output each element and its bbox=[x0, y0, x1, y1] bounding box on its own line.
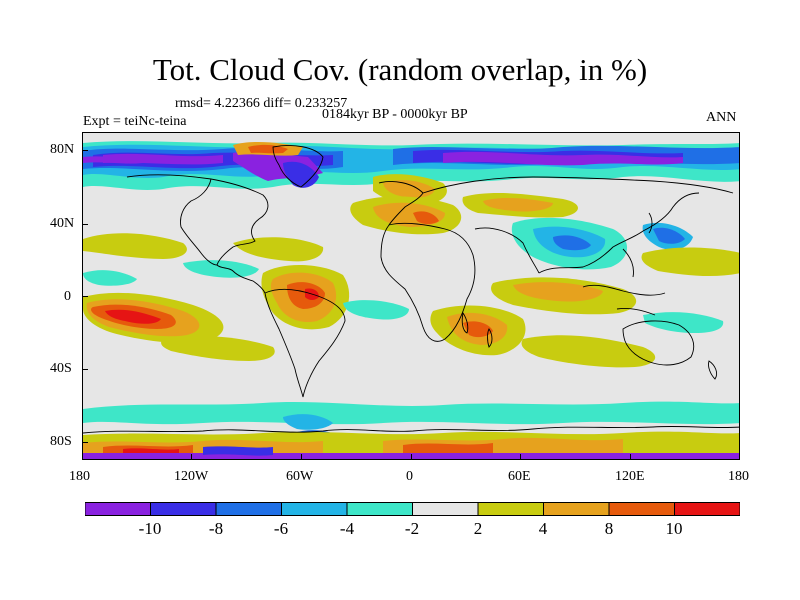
colorbar bbox=[85, 502, 740, 516]
lon-label-0: 0 bbox=[406, 469, 413, 484]
season-label: ANN bbox=[706, 110, 737, 125]
lat-tick-0 bbox=[82, 296, 88, 297]
lat-tick-40s bbox=[82, 369, 88, 370]
lon-label-120w: 120W bbox=[174, 469, 209, 484]
colorbar-swatch bbox=[608, 502, 675, 516]
period-text: 0184kyr BP - 0000kyr BP bbox=[322, 107, 468, 122]
colorbar-label: 8 bbox=[604, 519, 614, 538]
colorbar-label: 4 bbox=[538, 519, 548, 538]
colorbar-swatch bbox=[281, 502, 348, 516]
cloud-cover-map bbox=[83, 133, 739, 459]
colorbar-swatch bbox=[215, 502, 282, 516]
lat-label-0: 0 bbox=[64, 289, 71, 304]
lon-label-60w: 60W bbox=[286, 469, 314, 484]
lon-tick-60w bbox=[301, 454, 302, 460]
lat-label-40n: 40N bbox=[50, 216, 75, 231]
colorbar-label: -6 bbox=[273, 519, 289, 538]
colorbar-swatch bbox=[412, 502, 479, 516]
page-title: Tot. Cloud Cov. (random overlap, in %) bbox=[152, 52, 648, 87]
lon-tick-0 bbox=[411, 454, 412, 460]
colorbar-swatch bbox=[477, 502, 544, 516]
experiment-text: Expt = teiNc-teina bbox=[83, 114, 187, 129]
lat-label-40s: 40S bbox=[50, 361, 72, 376]
colorbar-label: 10 bbox=[665, 519, 683, 538]
lon-label-180e: 180 bbox=[728, 469, 749, 484]
map-panel bbox=[82, 132, 740, 460]
colorbar-swatch bbox=[346, 502, 413, 516]
colorbar-swatch bbox=[150, 502, 217, 516]
lon-tick-120w bbox=[191, 454, 192, 460]
lon-label-60e: 60E bbox=[508, 469, 531, 484]
lon-tick-120e bbox=[630, 454, 631, 460]
colorbar-label: -8 bbox=[208, 519, 224, 538]
colorbar-label: 2 bbox=[473, 519, 483, 538]
colorbar-swatch bbox=[543, 502, 610, 516]
lon-tick-60e bbox=[520, 454, 521, 460]
colorbar-label: -4 bbox=[339, 519, 355, 538]
colorbar-label: -2 bbox=[404, 519, 420, 538]
stats-text: rmsd= 4.22366 diff= 0.233257 bbox=[175, 96, 348, 111]
colorbar-swatch bbox=[674, 502, 740, 516]
anomaly-field bbox=[83, 141, 739, 459]
colorbar-label: -10 bbox=[138, 519, 162, 538]
coastlines bbox=[83, 145, 739, 434]
lat-label-80s: 80S bbox=[50, 434, 72, 449]
lat-label-80n: 80N bbox=[50, 142, 75, 157]
lon-label-120e: 120E bbox=[615, 469, 645, 484]
lon-label-180w: 180 bbox=[69, 469, 90, 484]
lat-tick-80n bbox=[82, 150, 88, 151]
lat-tick-40n bbox=[82, 224, 88, 225]
colorbar-swatch bbox=[85, 502, 151, 516]
lat-tick-80s bbox=[82, 442, 88, 443]
